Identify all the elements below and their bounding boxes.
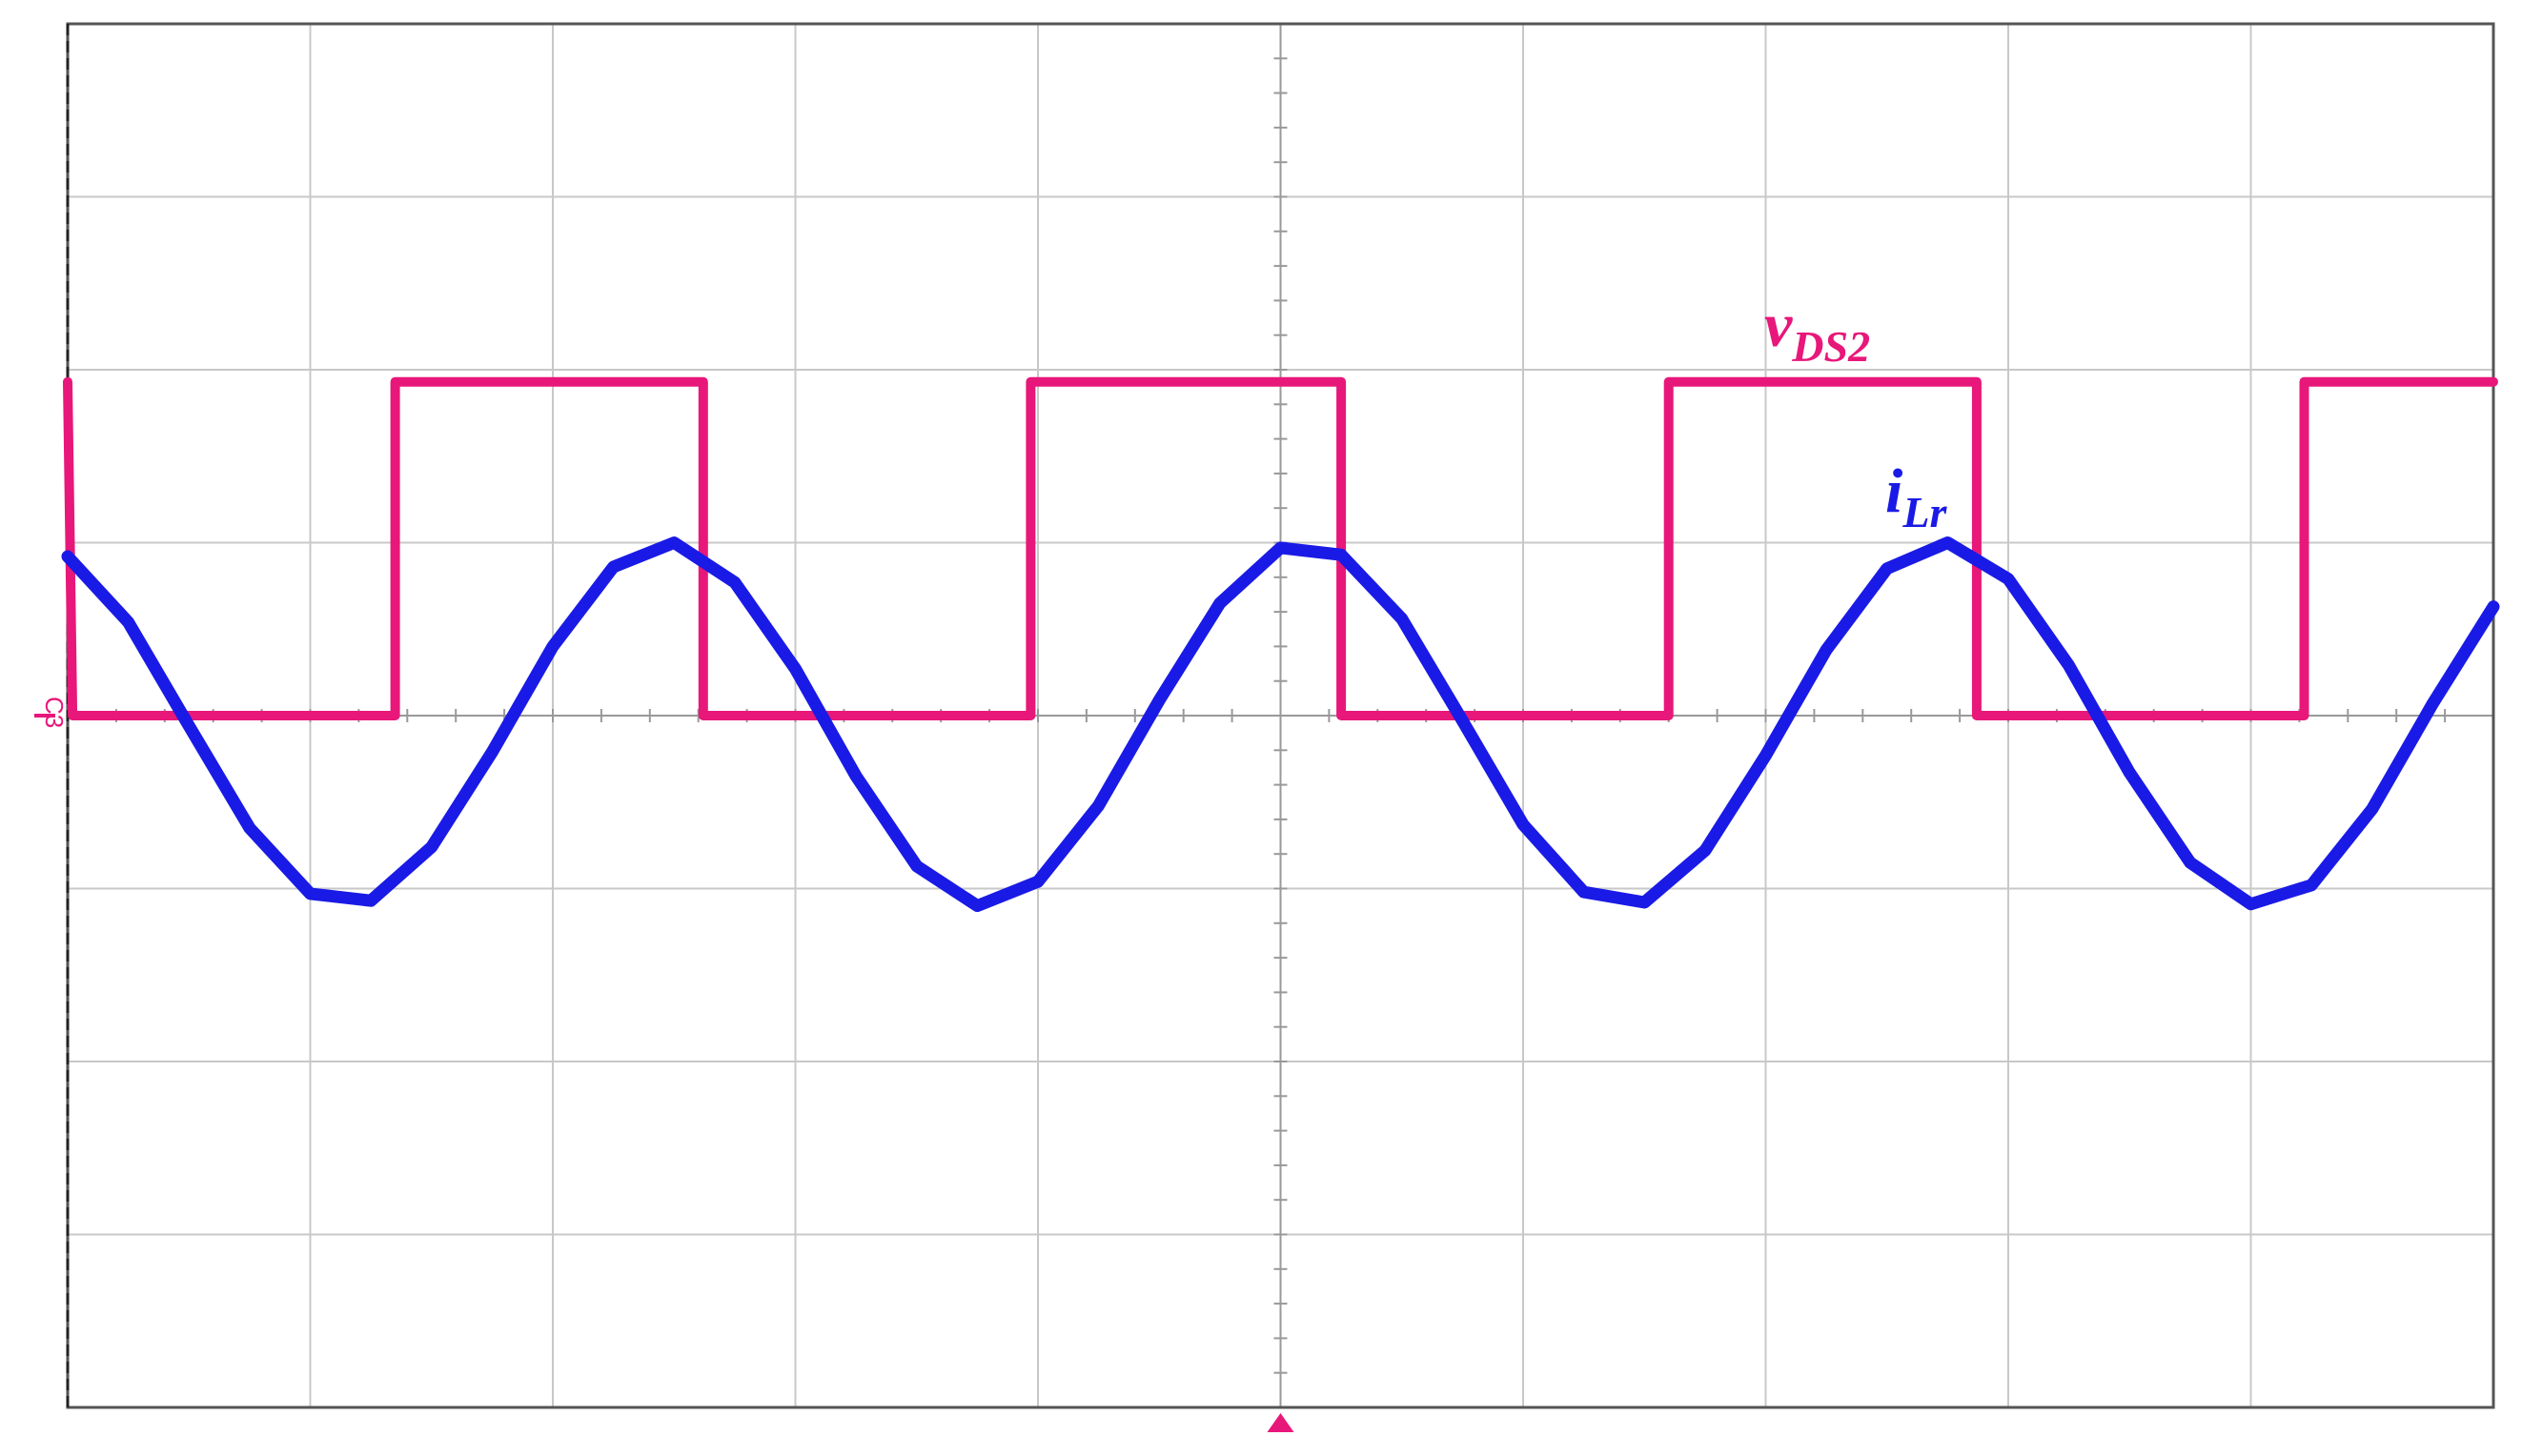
trace (63, 376, 2498, 720)
channel-marker: C3 (40, 697, 69, 728)
trace-label-subscript: DS2 (1791, 322, 1870, 371)
trace-label: vDS2 (1764, 291, 1870, 371)
trace-label-name: i (1885, 456, 1903, 526)
trigger-marker (1267, 1413, 1294, 1432)
trace (61, 536, 2500, 913)
trace-label-subscript: Lr (1902, 488, 1947, 536)
trace-label-name: v (1764, 291, 1793, 360)
trace-label: iLr (1885, 456, 1947, 536)
